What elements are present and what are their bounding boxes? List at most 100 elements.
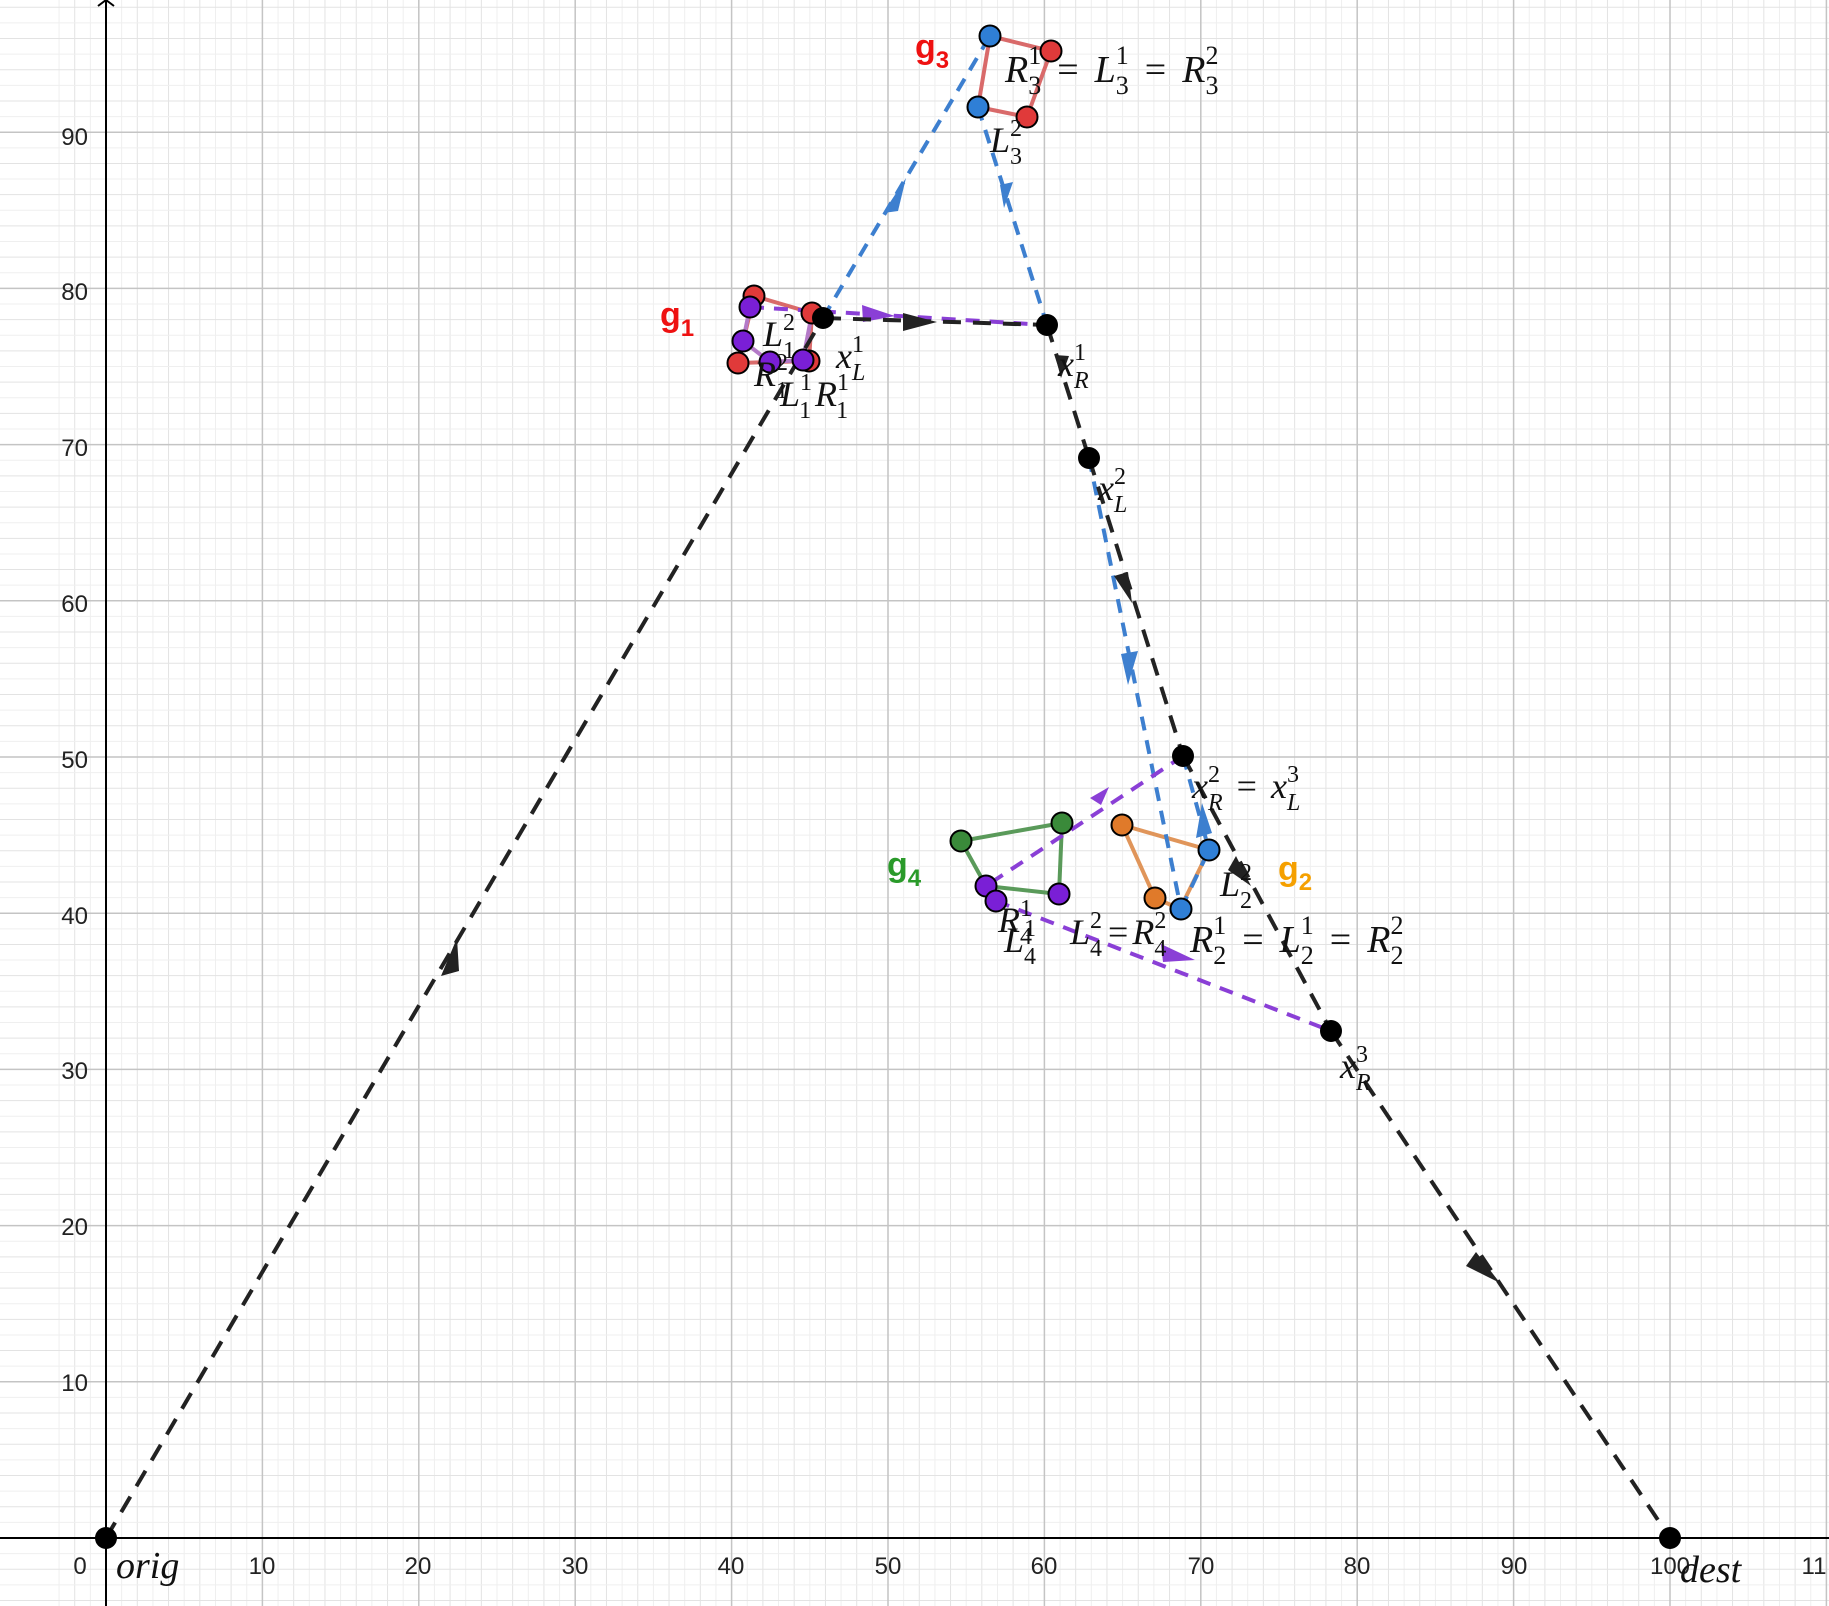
point-orange bbox=[1143, 886, 1167, 910]
y-tick-label: 20 bbox=[61, 1214, 88, 1241]
y-tick-label: 40 bbox=[61, 903, 88, 930]
label-L4-eq: L2 4 = R2 4 bbox=[1069, 908, 1166, 962]
label-R4-1: R1 4 bbox=[997, 896, 1032, 950]
point-black bbox=[1172, 745, 1194, 767]
g4-label: g4 bbox=[887, 846, 922, 892]
black-path-segment bbox=[1087, 457, 1185, 757]
point-purple bbox=[731, 329, 755, 353]
point-orange bbox=[1110, 813, 1134, 837]
black-path-segment bbox=[1045, 324, 1091, 459]
label-L4-1: L1 4 bbox=[1003, 916, 1036, 970]
x-tick-label: 60 bbox=[1031, 1553, 1058, 1580]
black-path-arrow-icon bbox=[1466, 1252, 1500, 1283]
point-red bbox=[726, 351, 750, 375]
point-black-orig bbox=[95, 1527, 117, 1549]
point-purple bbox=[791, 348, 815, 372]
purple-path-segment bbox=[984, 754, 1185, 888]
y-tick-label: 70 bbox=[61, 435, 88, 462]
g1-label: g1 bbox=[660, 296, 694, 342]
black-path bbox=[104, 313, 1672, 1540]
label-R2-eq: R1 2 = L1 2 = R2 2 bbox=[1189, 911, 1403, 970]
blue-path-segment bbox=[821, 34, 992, 320]
x-tick-label: 80 bbox=[1344, 1553, 1371, 1580]
point-blue bbox=[1197, 838, 1221, 862]
point-purple bbox=[758, 350, 782, 374]
label-xR2-eq-xL3: x2 R = x3 L bbox=[1191, 762, 1300, 816]
point-purple bbox=[1047, 882, 1071, 906]
purple-path-arrow-icon bbox=[1090, 787, 1109, 805]
g2-label: g2 bbox=[1278, 850, 1312, 896]
y-tick-label: 80 bbox=[61, 279, 88, 306]
label-xL1: x1 L bbox=[835, 332, 865, 386]
label-xL2: x2 L bbox=[1097, 464, 1127, 518]
black-path-arrow-icon bbox=[1114, 572, 1132, 603]
point-red bbox=[1039, 39, 1063, 63]
point-purple bbox=[738, 295, 762, 319]
purple-path-segment bbox=[749, 305, 1048, 327]
black-path-arrow-icon bbox=[903, 313, 937, 331]
y-tick-label: 30 bbox=[61, 1058, 88, 1085]
label-R3-eq: R1 3 = L1 3 = R2 3 bbox=[1004, 41, 1218, 100]
black-path-segment bbox=[104, 316, 825, 1540]
dest-label: dest bbox=[1680, 1549, 1743, 1591]
blue-path-segment bbox=[1087, 457, 1183, 910]
y-tick-label: 90 bbox=[61, 124, 88, 151]
x-tick-label: 20 bbox=[405, 1553, 432, 1580]
black-path-arrow-icon bbox=[1228, 856, 1251, 886]
label-L1-2: L2 1 bbox=[762, 310, 795, 364]
x-tick-label: 30 bbox=[562, 1553, 589, 1580]
point-green bbox=[949, 829, 973, 853]
x-tick-label: 90 bbox=[1501, 1553, 1528, 1580]
purple-path-segment bbox=[995, 899, 1332, 1033]
point-black bbox=[1078, 447, 1100, 469]
point-black bbox=[1320, 1020, 1342, 1042]
points bbox=[95, 24, 1681, 1549]
label-R1-1: R1 1 bbox=[814, 370, 848, 424]
label-L3-2: L2 3 bbox=[989, 116, 1022, 170]
region-labels: g1 g3 g2 g4 bbox=[660, 28, 1312, 896]
purple-path bbox=[749, 305, 1332, 1033]
orig-label: orig bbox=[116, 1545, 179, 1587]
g3-label: g3 bbox=[915, 28, 949, 74]
x-tick-label: 0 bbox=[73, 1553, 86, 1580]
black-path-segment bbox=[1329, 1029, 1672, 1540]
point-black-dest bbox=[1659, 1527, 1681, 1549]
x-tick-labels: 0 10 20 30 40 50 60 70 80 90 100 11 bbox=[73, 1553, 1826, 1580]
black-path-arrow-icon bbox=[441, 938, 459, 976]
blue-path-arrow-icon bbox=[1196, 803, 1212, 838]
black-path-arrow-icon bbox=[1055, 355, 1069, 378]
label-L2-2: L2 2 bbox=[1219, 860, 1252, 914]
math-labels: x1 L x1 R x2 L x2 R = x3 L x3 R R1 3 = L1 3 = R2 3 L2 3 … bbox=[753, 41, 1403, 1096]
y-tick-label: 10 bbox=[61, 1370, 88, 1397]
y-tick-labels: 10 20 30 40 50 60 70 80 90 bbox=[61, 124, 88, 1397]
point-green bbox=[1050, 811, 1074, 835]
x-tick-label: 11 bbox=[1802, 1553, 1827, 1580]
blue-path-segment bbox=[1181, 755, 1211, 851]
label-L1-1: L1 1 bbox=[779, 370, 811, 424]
blue-path-arrow-icon bbox=[1121, 651, 1138, 685]
label-xR1: x1 R bbox=[1057, 340, 1089, 394]
label-R1-2: R2 1 bbox=[753, 350, 788, 404]
point-blue bbox=[978, 24, 1002, 48]
point-red bbox=[1015, 105, 1039, 129]
label-xR3: x3 R bbox=[1339, 1042, 1371, 1096]
y-tick-label: 60 bbox=[61, 591, 88, 618]
point-blue bbox=[1169, 897, 1193, 921]
point-purple bbox=[984, 889, 1008, 913]
blue-path-arrow-icon bbox=[1000, 182, 1013, 208]
y-axis-arrow-icon bbox=[97, 0, 115, 7]
x-tick-label: 100 bbox=[1650, 1553, 1690, 1580]
x-tick-label: 40 bbox=[718, 1553, 745, 1580]
x-tick-label: 10 bbox=[249, 1553, 276, 1580]
point-blue bbox=[966, 95, 990, 119]
point-black bbox=[1036, 314, 1058, 336]
blue-path-arrow-icon bbox=[883, 178, 906, 213]
point-black bbox=[812, 307, 834, 329]
black-path-segment bbox=[822, 316, 1048, 327]
x-tick-label: 70 bbox=[1188, 1553, 1215, 1580]
purple-path-arrow-icon bbox=[1161, 944, 1195, 962]
black-path-segment bbox=[1181, 755, 1333, 1032]
